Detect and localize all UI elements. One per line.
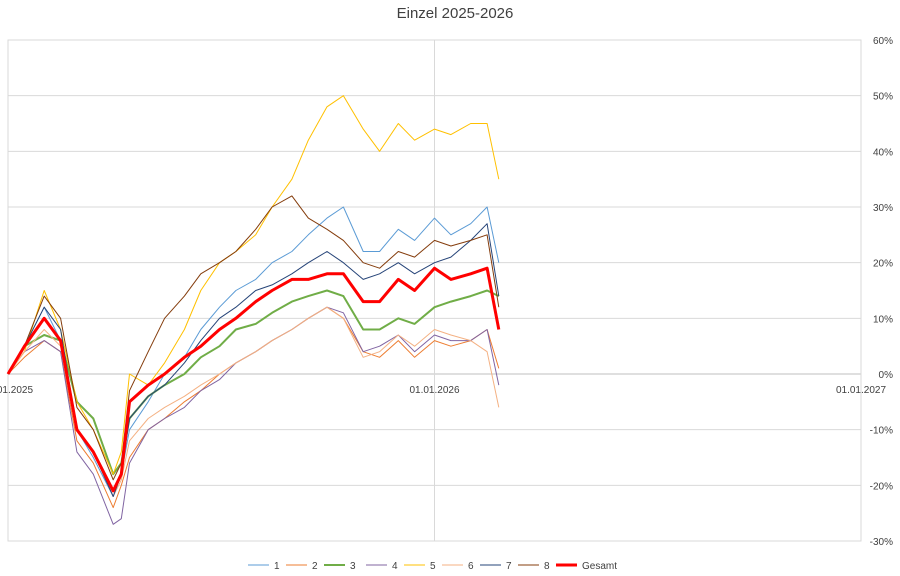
legend-label: Gesamt xyxy=(582,561,617,572)
y-tick-label: -10% xyxy=(870,426,893,437)
series-line-7 xyxy=(7,223,500,497)
series-line-3 xyxy=(7,289,500,476)
series-line-1 xyxy=(7,206,500,497)
series-line-5 xyxy=(7,95,500,475)
x-tick-label: 01.01.2025 xyxy=(0,385,33,396)
legend-label: 8 xyxy=(544,561,550,572)
legend-label: 5 xyxy=(430,561,436,572)
y-tick-label: 50% xyxy=(873,92,893,103)
y-tick-label: 20% xyxy=(873,259,893,270)
x-tick-label: 01.01.2027 xyxy=(836,385,886,396)
y-tick-label: -20% xyxy=(870,481,893,492)
y-tick-label: 10% xyxy=(873,314,893,325)
legend-label: 1 xyxy=(274,561,280,572)
y-tick-label: 30% xyxy=(873,203,893,214)
y-tick-label: -30% xyxy=(870,537,893,548)
series-line-4 xyxy=(7,306,500,525)
y-tick-label: 0% xyxy=(879,370,894,381)
legend-label: 2 xyxy=(312,561,318,572)
legend-label: 7 xyxy=(506,561,512,572)
legend-label: 4 xyxy=(392,561,398,572)
x-tick-label: 01.01.2026 xyxy=(409,385,459,396)
y-tick-label: 40% xyxy=(873,147,893,158)
x-axis: 01.01.2025 01.01.2026 01.01.2027 xyxy=(0,385,886,396)
series-line-8 xyxy=(7,195,500,481)
series-line-gesamt xyxy=(6,266,501,493)
legend: 1 2 3 4 5 6 7 8 Gesamt xyxy=(248,561,617,572)
legend-label: 6 xyxy=(468,561,474,572)
grid xyxy=(7,39,862,542)
legend-label: 3 xyxy=(350,561,356,572)
series-line-6 xyxy=(7,306,500,497)
y-axis: 60% 50% 40% 30% 20% 10% 0% -10% -20% -30% xyxy=(870,36,893,548)
chart-title: Einzel 2025-2026 xyxy=(397,5,514,22)
y-tick-label: 60% xyxy=(873,36,893,47)
series-group xyxy=(6,95,501,525)
